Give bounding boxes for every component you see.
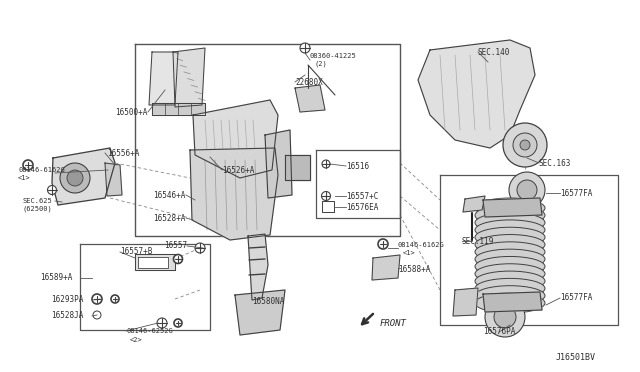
Polygon shape <box>135 254 175 270</box>
Circle shape <box>111 295 119 303</box>
Text: 08146-6162G: 08146-6162G <box>18 167 65 173</box>
Ellipse shape <box>475 293 545 313</box>
Ellipse shape <box>475 249 545 269</box>
Text: FRONT: FRONT <box>380 318 407 327</box>
Polygon shape <box>285 155 310 180</box>
Polygon shape <box>235 290 285 335</box>
Ellipse shape <box>475 242 545 262</box>
Text: 16580NA: 16580NA <box>252 298 284 307</box>
Circle shape <box>503 123 547 167</box>
Circle shape <box>93 311 101 319</box>
Circle shape <box>513 133 537 157</box>
Ellipse shape <box>475 271 545 291</box>
Text: 16528JA: 16528JA <box>51 311 83 321</box>
Circle shape <box>485 297 525 337</box>
Circle shape <box>67 170 83 186</box>
Polygon shape <box>52 148 115 205</box>
Text: 16576EA: 16576EA <box>346 202 378 212</box>
Ellipse shape <box>475 227 545 247</box>
Text: SEC.625: SEC.625 <box>22 198 52 204</box>
Circle shape <box>23 160 33 170</box>
Text: 16588+A: 16588+A <box>398 266 430 275</box>
Text: 16589+A: 16589+A <box>40 273 72 282</box>
Text: <1>: <1> <box>18 175 31 181</box>
Circle shape <box>173 254 182 263</box>
Polygon shape <box>453 288 478 316</box>
Circle shape <box>520 140 530 150</box>
Text: 16557: 16557 <box>164 241 187 250</box>
Polygon shape <box>190 148 278 240</box>
Polygon shape <box>265 130 292 198</box>
Circle shape <box>195 243 205 253</box>
Polygon shape <box>295 85 325 112</box>
Circle shape <box>92 294 102 304</box>
Polygon shape <box>372 255 400 280</box>
Circle shape <box>157 318 167 328</box>
Polygon shape <box>463 196 485 212</box>
Text: SEC.119: SEC.119 <box>462 237 494 246</box>
Circle shape <box>494 306 516 328</box>
Circle shape <box>322 160 330 168</box>
Text: SEC.163: SEC.163 <box>539 158 572 167</box>
Text: 16293PA: 16293PA <box>51 295 83 305</box>
Ellipse shape <box>475 256 545 276</box>
Text: 22680X: 22680X <box>295 77 323 87</box>
Text: 16577FA: 16577FA <box>560 189 593 198</box>
Text: 16577FA: 16577FA <box>560 294 593 302</box>
Text: 08360-41225: 08360-41225 <box>310 53 356 59</box>
Text: J16501BV: J16501BV <box>556 353 596 362</box>
Polygon shape <box>483 198 542 217</box>
Text: 16526+A: 16526+A <box>222 166 254 174</box>
Text: 16557+B: 16557+B <box>120 247 152 257</box>
Ellipse shape <box>475 220 545 240</box>
Polygon shape <box>105 163 122 196</box>
Polygon shape <box>149 52 178 105</box>
Text: 08146-6162G: 08146-6162G <box>398 242 445 248</box>
Circle shape <box>60 163 90 193</box>
Text: 08146-6252G: 08146-6252G <box>126 328 173 334</box>
Text: 16556+A: 16556+A <box>107 148 140 157</box>
Polygon shape <box>483 292 542 312</box>
Ellipse shape <box>475 213 545 232</box>
Polygon shape <box>138 257 168 268</box>
Text: (2): (2) <box>315 61 328 67</box>
Text: <2>: <2> <box>130 337 143 343</box>
Text: SEC.140: SEC.140 <box>478 48 510 57</box>
Text: 16516: 16516 <box>346 161 369 170</box>
Circle shape <box>321 192 330 201</box>
Ellipse shape <box>475 198 545 218</box>
Polygon shape <box>173 48 205 107</box>
Polygon shape <box>248 234 268 300</box>
Text: <1>: <1> <box>403 250 416 256</box>
Ellipse shape <box>475 205 545 225</box>
Circle shape <box>378 239 388 249</box>
Polygon shape <box>193 100 278 178</box>
Text: 16500+A: 16500+A <box>116 108 148 116</box>
Text: 16546+A: 16546+A <box>154 190 186 199</box>
Circle shape <box>517 180 537 200</box>
Circle shape <box>47 186 56 195</box>
Ellipse shape <box>475 278 545 298</box>
Polygon shape <box>418 40 535 148</box>
Text: (62500): (62500) <box>22 206 52 212</box>
Ellipse shape <box>475 264 545 284</box>
Circle shape <box>509 172 545 208</box>
Text: 16528+A: 16528+A <box>154 214 186 222</box>
Ellipse shape <box>475 234 545 254</box>
Circle shape <box>174 319 182 327</box>
Ellipse shape <box>475 286 545 306</box>
Polygon shape <box>152 103 205 115</box>
Text: 16557+C: 16557+C <box>346 192 378 201</box>
Circle shape <box>300 43 310 53</box>
Text: 16576PA: 16576PA <box>483 327 515 337</box>
Polygon shape <box>322 201 334 212</box>
